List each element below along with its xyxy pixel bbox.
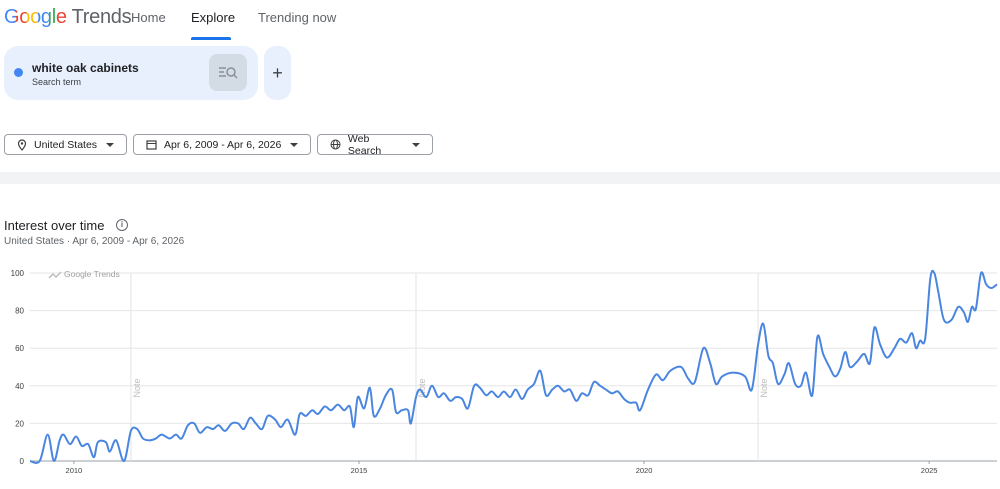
- note-label: Note: [417, 378, 427, 397]
- search-type: Search term: [32, 77, 82, 87]
- icon: [219, 67, 238, 79]
- y-tick-label: 20: [15, 419, 24, 428]
- caret: [290, 142, 298, 147]
- search-card[interactable]: white oak cabinets Search term: [4, 46, 258, 100]
- divider-band: [0, 172, 1000, 184]
- nav-trending[interactable]: Trending now: [258, 10, 337, 25]
- add-term[interactable]: +: [264, 46, 291, 100]
- y-tick-label: 80: [15, 307, 24, 316]
- trend-line: [29, 269, 998, 464]
- logo-product: Trends: [71, 6, 132, 28]
- subtitle-region: United States: [4, 236, 65, 247]
- filter-region[interactable]: United States: [4, 134, 127, 155]
- y-tick-label: 40: [15, 382, 24, 391]
- icon: [330, 139, 341, 150]
- logo-google: Google: [4, 6, 67, 28]
- caret: [412, 142, 420, 147]
- section-title: Interest over time: [4, 218, 105, 233]
- x-tick-label: 2015: [351, 466, 368, 475]
- filter-label: Apr 6, 2009 - Apr 6, 2026: [164, 138, 282, 151]
- watermark: Google Trends: [64, 269, 120, 279]
- search-term: white oak cabinets: [32, 61, 139, 75]
- y-tick-label: 60: [15, 344, 24, 353]
- caret: [106, 142, 114, 147]
- x-tick-label: 2025: [921, 466, 938, 475]
- filter-label: United States: [34, 138, 98, 151]
- separator: ·: [64, 236, 73, 247]
- note-label: Note: [759, 378, 769, 397]
- y-tick-label: 100: [11, 269, 25, 278]
- nav-explore[interactable]: Explore: [191, 10, 236, 25]
- icon: [17, 138, 27, 151]
- watermark-icon: [48, 271, 62, 279]
- y-tick-label: 0: [20, 457, 25, 466]
- filter-label: Web Search: [347, 132, 382, 157]
- series-dot: [14, 68, 23, 77]
- filter-property[interactable]: Web Search: [317, 132, 433, 157]
- filter-period[interactable]: Apr 6, 2009 - Apr 6, 2026: [133, 134, 311, 155]
- nav-home[interactable]: Home: [131, 10, 166, 25]
- x-tick-label: 2020: [636, 466, 653, 475]
- section-subtitle: United States · Apr 6, 2009 - Apr 6, 202…: [4, 236, 184, 247]
- logo[interactable]: Google Trends: [4, 6, 132, 29]
- info-icon[interactable]: i: [116, 219, 128, 231]
- nav-active-indicator: [191, 37, 231, 40]
- icon: [146, 140, 157, 150]
- compare-icon[interactable]: [209, 54, 247, 91]
- x-tick-label: 2010: [66, 466, 83, 475]
- note-label: Note: [132, 378, 142, 397]
- subtitle-period: Apr 6, 2009 - Apr 6, 2026: [72, 236, 185, 247]
